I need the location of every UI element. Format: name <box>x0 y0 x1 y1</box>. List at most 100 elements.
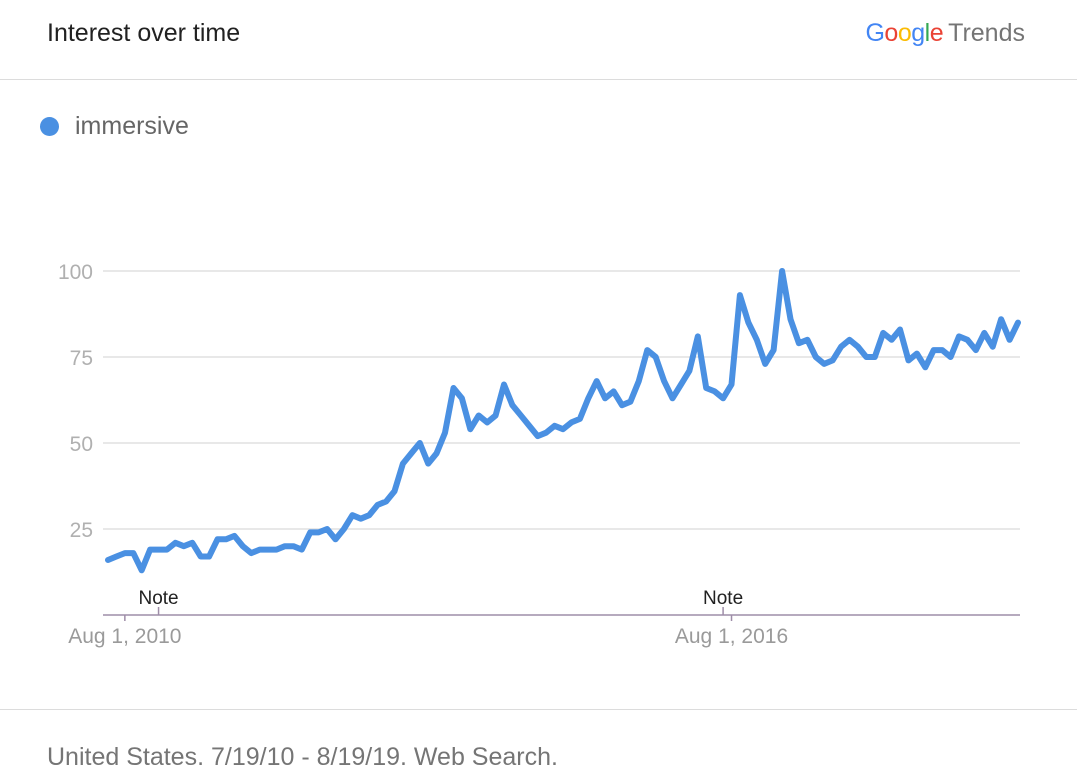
data-point <box>476 413 482 419</box>
data-point <box>189 540 195 546</box>
data-point <box>956 333 962 339</box>
data-point <box>729 382 735 388</box>
data-point <box>299 547 305 553</box>
data-point <box>257 547 263 553</box>
data-point <box>737 292 743 298</box>
chart-title: Interest over time <box>47 19 241 47</box>
data-point <box>425 461 431 467</box>
data-point <box>670 395 676 401</box>
data-point <box>644 347 650 353</box>
data-point <box>501 382 507 388</box>
note-label: Note <box>703 588 743 609</box>
data-point <box>813 354 819 360</box>
data-point <box>324 526 330 532</box>
data-point <box>181 543 187 549</box>
google-letter: l <box>924 19 931 47</box>
data-point <box>164 547 170 553</box>
data-point <box>627 399 633 405</box>
y-tick-label: 100 <box>58 261 93 284</box>
data-point <box>754 337 760 343</box>
data-point <box>147 547 153 553</box>
legend[interactable]: immersive <box>40 110 189 142</box>
data-point <box>863 354 869 360</box>
data-point <box>265 547 271 553</box>
data-point <box>130 550 136 556</box>
data-point <box>366 512 372 518</box>
data-point <box>889 337 895 343</box>
data-point <box>248 550 254 556</box>
data-point <box>408 450 414 456</box>
data-point <box>745 320 751 326</box>
data-point <box>358 516 364 522</box>
data-point <box>922 364 928 370</box>
legend-label: immersive <box>75 111 189 140</box>
data-point <box>585 395 591 401</box>
data-point <box>568 419 574 425</box>
data-point <box>282 543 288 549</box>
footer-caption: United States. 7/19/10 - 8/19/19. Web Se… <box>47 743 558 771</box>
legend-dot-icon <box>40 116 59 136</box>
data-point <box>417 440 423 446</box>
data-point <box>830 357 836 363</box>
data-point <box>341 526 347 532</box>
data-point <box>316 529 322 535</box>
data-point <box>122 550 128 556</box>
google-letter: o <box>897 19 912 47</box>
data-point <box>467 426 473 432</box>
data-point <box>712 388 718 394</box>
data-point <box>872 354 878 360</box>
data-point <box>535 433 541 439</box>
data-point <box>998 316 1004 322</box>
data-point <box>602 395 608 401</box>
data-point <box>880 330 886 336</box>
data-point <box>914 351 920 357</box>
x-tick-label: Aug 1, 2016 <box>675 625 788 648</box>
data-point <box>290 543 296 549</box>
data-point <box>821 361 827 367</box>
chart-header: Interest over time Google Trends <box>0 0 1077 80</box>
data-point <box>594 378 600 384</box>
data-point <box>526 423 532 429</box>
data-point <box>847 337 853 343</box>
data-point <box>484 419 490 425</box>
data-point <box>392 488 398 494</box>
data-point <box>333 536 339 542</box>
line-chart[interactable]: 25 50 75 100 Aug 1, 2010 Aug 1, 2016 Note Note <box>0 0 1077 700</box>
data-point <box>434 450 440 456</box>
data-point <box>518 413 524 419</box>
data-point <box>1015 320 1021 326</box>
data-point <box>1007 337 1013 343</box>
google-letter: G <box>865 19 885 47</box>
data-point <box>678 382 684 388</box>
data-point <box>981 330 987 336</box>
data-point <box>855 344 861 350</box>
google-wordmark: Google <box>865 19 943 47</box>
data-point <box>493 413 499 419</box>
data-point <box>788 316 794 322</box>
data-point <box>375 502 381 508</box>
data-point <box>206 554 212 560</box>
google-trends-logo: Google Trends <box>865 16 1025 50</box>
data-point <box>105 557 111 563</box>
data-point <box>349 512 355 518</box>
data-point <box>274 547 280 553</box>
data-point <box>240 543 246 549</box>
data-point <box>796 340 802 346</box>
data-point <box>695 333 701 339</box>
data-point <box>779 268 785 274</box>
data-point <box>771 347 777 353</box>
data-point <box>703 385 709 391</box>
x-tick-label: Aug 1, 2010 <box>68 625 181 648</box>
data-point <box>560 426 566 432</box>
data-point <box>156 547 162 553</box>
data-point <box>973 347 979 353</box>
data-point <box>611 388 617 394</box>
data-point <box>939 347 945 353</box>
data-point <box>636 378 642 384</box>
data-point <box>661 378 667 384</box>
data-point <box>543 430 549 436</box>
data-point <box>577 416 583 422</box>
y-tick-label: 25 <box>70 519 93 542</box>
data-point <box>231 533 237 539</box>
data-point <box>113 554 119 560</box>
